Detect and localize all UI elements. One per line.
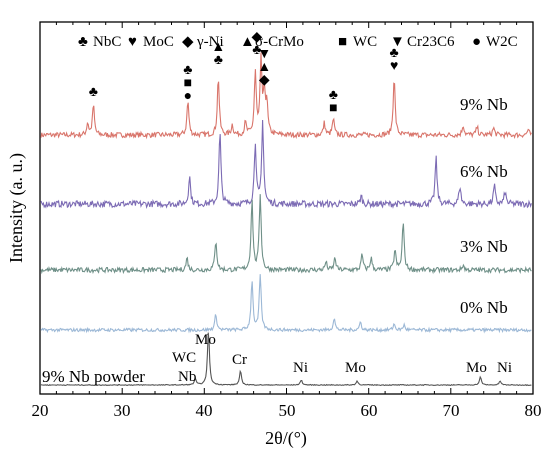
series-line-6-nb [40, 119, 532, 209]
legend: ♣ NbC ♥ MoC ◆ γ-Ni ▲ σ-CrMo ■ WC ▼ Cr23C… [78, 34, 518, 50]
x-tick-label-50: 50 [279, 401, 296, 420]
x-tick-label-40: 40 [196, 401, 213, 420]
legend-symbol-gamma-ni: ◆ [182, 34, 194, 50]
legend-label-gamma-ni: γ-Ni [196, 34, 224, 50]
peak-marker: ▼ [257, 47, 271, 62]
peak-marker: ♣ [214, 53, 223, 68]
plot-frame [39, 21, 534, 395]
sample-label-0nb: 0% Nb [460, 298, 508, 317]
x-tick-label-70: 70 [443, 401, 460, 420]
peak-marker: ■ [329, 101, 337, 116]
x-tick-label-80: 80 [525, 401, 542, 420]
sample-label-6nb: 6% Nb [460, 162, 508, 181]
x-axis-title: 2θ/(°) [265, 428, 307, 449]
legend-label-sigma-crmo: σ-CrMo [255, 34, 304, 50]
peak-marker: ● [184, 89, 192, 104]
legend-label-nbc: NbC [93, 34, 121, 50]
legend-label-w2c: W2C [486, 34, 518, 50]
legend-symbol-nbc: ♣ [78, 34, 88, 50]
legend-label-cr23c6: Cr23C6 [407, 34, 455, 50]
powder-peak-label-wc: WC [172, 350, 196, 366]
powder-peak-label-mo-3: Mo [466, 360, 487, 376]
legend-symbol-w2c: ● [472, 34, 481, 50]
peak-marker: ♥ [390, 59, 398, 74]
peak-marker: ♣ [329, 88, 338, 103]
legend-label-moc: MoC [143, 34, 174, 50]
powder-peak-label-cr: Cr [232, 352, 247, 368]
peak-marker: ▲ [257, 60, 271, 75]
powder-peak-label-mo-2: Mo [345, 360, 366, 376]
peak-marker: ▲ [211, 40, 225, 55]
peak-marker: ♣ [89, 85, 98, 100]
peak-marker: ■ [184, 76, 192, 91]
x-tick-label-30: 30 [114, 401, 131, 420]
powder-peak-label-mo-1: Mo [195, 332, 216, 348]
series-line-3-nb [40, 194, 532, 275]
powder-peak-label-ni-2: Ni [497, 360, 512, 376]
peak-marker: ♣ [252, 43, 261, 58]
x-axis-ticks [39, 22, 534, 394]
series-line-9-nb-powder [40, 332, 532, 387]
sample-label-9nb: 9% Nb [460, 95, 508, 114]
series-line-0-nb [40, 274, 532, 334]
x-tick-label-60: 60 [361, 401, 378, 420]
series-layer [40, 52, 532, 387]
peak-marker: ♣ [390, 46, 399, 61]
peak-marker: ◆ [259, 73, 270, 88]
legend-label-wc: WC [353, 34, 377, 50]
legend-symbol-sigma-crmo: ▲ [240, 34, 255, 50]
legend-symbol-wc: ■ [338, 34, 347, 50]
legend-symbol-moc: ♥ [128, 34, 137, 50]
legend-symbol-cr23c6: ▼ [390, 34, 405, 50]
powder-peak-label-ni-1: Ni [293, 360, 308, 376]
peak-marker-layer: ♣♣■●▲♣◆♣▼▲◆♣■♣♥ [89, 30, 399, 116]
peak-marker: ◆ [252, 30, 263, 45]
y-axis-title: Intensity (a. u.) [6, 153, 27, 263]
series-line-9-nb [40, 52, 532, 140]
sample-label-powder: 9% Nb powder [42, 367, 145, 386]
sample-label-3nb: 3% Nb [460, 237, 508, 256]
peak-marker: ♣ [183, 63, 192, 78]
powder-peak-label-nb: Nb [178, 369, 196, 385]
x-tick-label-20: 20 [32, 401, 49, 420]
